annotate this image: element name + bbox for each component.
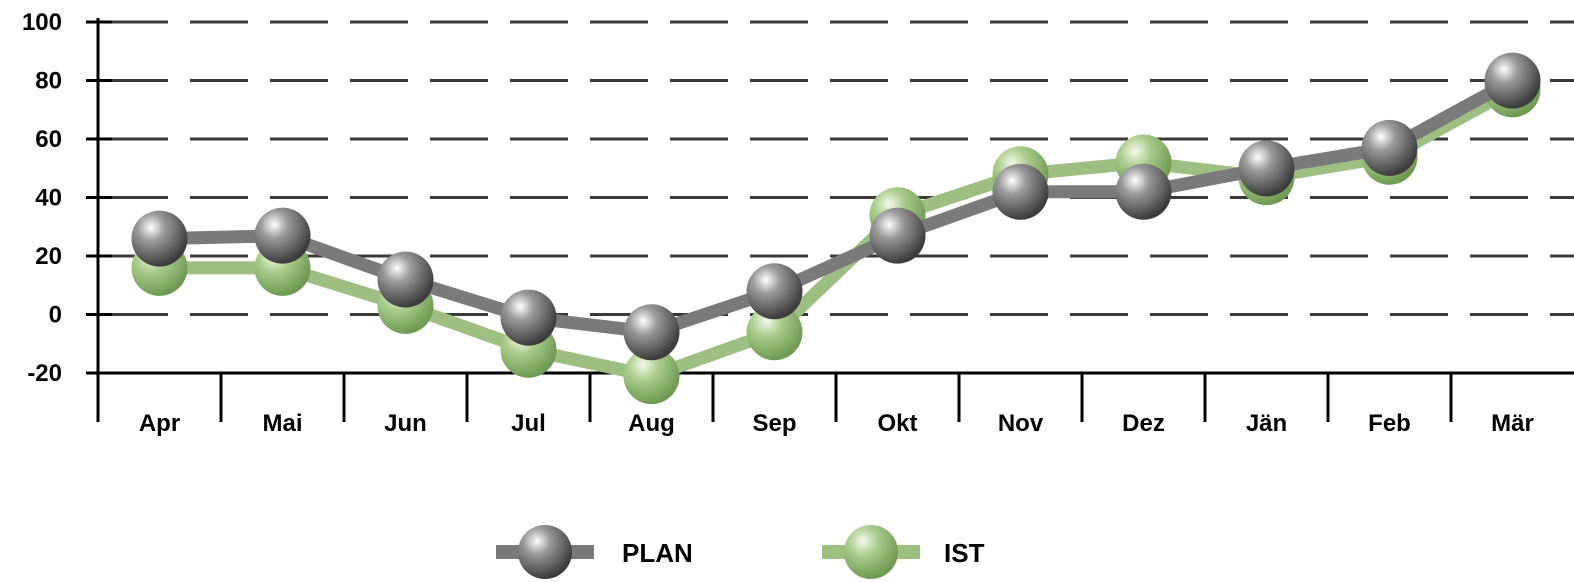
data-point [1115, 163, 1172, 220]
series-line [159, 83, 1516, 383]
x-tick-label: Nov [998, 410, 1044, 437]
legend-swatch-marker [844, 525, 898, 579]
legend: PLAN IST [496, 525, 985, 579]
x-tick-label: Jun [384, 410, 427, 437]
y-tick-label: 100 [22, 9, 62, 36]
legend-label: PLAN [622, 538, 693, 568]
data-point [869, 207, 926, 264]
y-tick-label: -20 [27, 360, 62, 387]
data-point [623, 348, 680, 405]
x-tick-label: Mär [1491, 410, 1534, 437]
data-point [746, 263, 803, 320]
y-tick-label: 20 [35, 243, 62, 270]
data-point [500, 289, 557, 346]
series-plan [131, 52, 1541, 361]
axes: -20 0 20 40 60 80 100 Apr Mai Jun Jul Aug Sep Okt Nov D… [22, 9, 1574, 437]
y-tick-label: 80 [35, 68, 62, 95]
y-tick-label: 40 [35, 185, 62, 212]
legend-label: IST [944, 538, 985, 568]
x-tick-label: Jul [511, 410, 546, 437]
legend-item-ist: IST [822, 525, 985, 579]
data-point [1361, 119, 1418, 176]
y-tick-label: 0 [49, 302, 62, 329]
series [131, 52, 1541, 405]
data-point [254, 207, 311, 264]
x-tick-label: Sep [752, 410, 796, 437]
x-tick-label: Aug [628, 410, 675, 437]
legend-swatch-marker [518, 525, 572, 579]
data-point [1238, 140, 1295, 197]
data-point [131, 210, 188, 267]
data-point [623, 304, 680, 361]
x-tick-label: Mai [262, 410, 302, 437]
data-point [746, 304, 803, 361]
x-tick-label: Jän [1246, 410, 1287, 437]
y-tick-label: 60 [35, 126, 62, 153]
series-ist [131, 61, 1541, 405]
data-point [992, 163, 1049, 220]
grid-lines [98, 20, 1574, 316]
data-point [377, 251, 434, 308]
data-point [1484, 52, 1541, 109]
x-tick-label: Dez [1122, 410, 1165, 437]
legend-item-plan: PLAN [496, 525, 693, 579]
x-tick-label: Feb [1368, 410, 1411, 437]
x-tick-label: Okt [877, 410, 917, 437]
x-tick-label: Apr [139, 410, 180, 437]
